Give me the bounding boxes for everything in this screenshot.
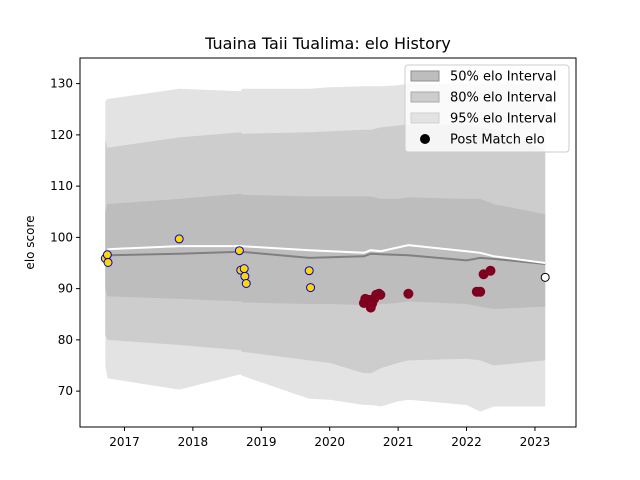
x-tick-label: 2018: [178, 435, 209, 449]
y-tick-label: 110: [50, 179, 73, 193]
y-tick-label: 90: [58, 282, 73, 296]
post-match-elo-point: [304, 266, 314, 276]
legend-box: [404, 64, 570, 153]
post-match-elo-point: [234, 246, 244, 256]
x-tick-label: 2022: [451, 435, 482, 449]
x-tick-label: 2019: [246, 435, 277, 449]
legend-swatch: [410, 91, 440, 103]
post-match-elo-point: [403, 288, 414, 299]
chart-title: Tuaina Taii Tualima: elo History: [204, 34, 451, 53]
post-match-elo-point: [102, 250, 112, 260]
y-tick-label: 100: [50, 230, 73, 244]
post-match-elo-point: [239, 264, 249, 274]
axes: 2017 2018 2019 2020 2021 2022 2023 70 80 90 100 110…: [50, 77, 550, 449]
y-axis-label: elo score: [23, 215, 37, 269]
y-tick-label: 130: [50, 77, 73, 91]
x-tick-label: 2021: [383, 435, 414, 449]
legend-label: 95% elo Interval: [450, 112, 557, 127]
post-match-elo-point: [375, 289, 386, 300]
post-match-elo-point: [103, 257, 113, 267]
y-tick-label: 80: [58, 333, 73, 347]
current-elo-point: [540, 272, 550, 282]
post-match-elo-point: [241, 279, 251, 288]
x-tick-label: 2023: [520, 435, 551, 449]
x-tick-label: 2020: [314, 435, 345, 449]
y-tick-label: 70: [58, 384, 73, 398]
post-match-elo-point: [485, 265, 496, 276]
x-tick-label: 2017: [109, 435, 140, 449]
legend-label: 80% elo Interval: [450, 91, 557, 106]
legend-swatch: [410, 112, 440, 124]
median-elo-line: [107, 250, 546, 265]
axes-frame: [79, 57, 577, 428]
legend-label: Post Match elo: [450, 133, 545, 148]
y-tick-label: 120: [50, 128, 73, 142]
legend-swatch: [410, 70, 440, 82]
post-match-elo-point: [306, 283, 316, 293]
plot-area: [100, 83, 550, 412]
post-match-elo-point: [240, 271, 250, 281]
mean-elo-line: [107, 244, 546, 264]
post-match-elo-point: [475, 286, 486, 297]
post-match-elo-point: [174, 234, 184, 244]
legend-label: 50% elo Interval: [450, 70, 557, 85]
legend: 50% elo Interval 80% elo Interval 95% elo …: [404, 64, 570, 153]
legend-marker: [420, 134, 430, 144]
